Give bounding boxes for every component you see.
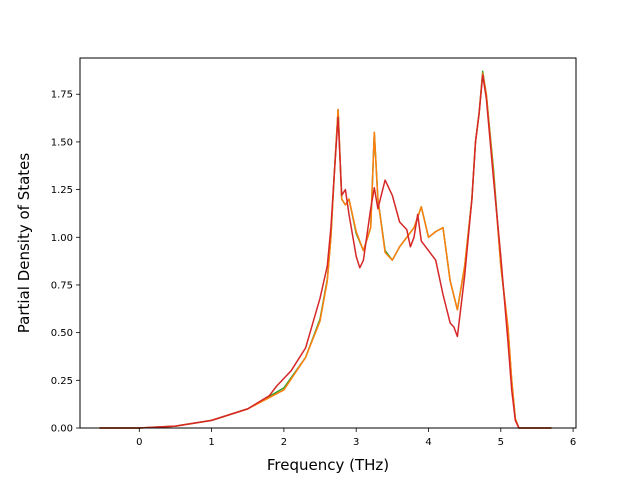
series-lines (99, 70, 552, 429)
x-tick-label: 2 (281, 437, 287, 448)
series-line-3 (99, 74, 552, 429)
series-line-1 (99, 70, 552, 429)
y-tick-label: 1.00 (51, 233, 73, 244)
y-tick-label: 0.50 (51, 328, 73, 339)
y-tick-label: 0.00 (51, 424, 73, 435)
y-tick-label: 1.75 (51, 90, 73, 101)
x-tick-label: 0 (136, 437, 142, 448)
x-tick-label: 6 (570, 437, 576, 448)
y-tick-label: 0.25 (51, 376, 73, 387)
x-tick-label: 5 (498, 437, 504, 448)
x-tick-label: 4 (425, 437, 431, 448)
plot-frame (79, 57, 577, 429)
x-tick-label: 1 (208, 437, 214, 448)
x-axis-ticks: 0 1 2 3 4 5 6 (136, 428, 576, 448)
y-tick-label: 1.25 (51, 185, 73, 196)
y-axis-ticks: 0.00 0.25 0.50 0.75 1.00 1.25 1.50 1.75 (51, 90, 80, 435)
y-tick-label: 1.50 (51, 137, 73, 148)
y-axis-title: Partial Density of States (15, 153, 33, 334)
y-tick-label: 0.75 (51, 280, 73, 291)
x-tick-label: 3 (353, 437, 359, 448)
series-line-2 (99, 72, 552, 429)
x-axis-title: Frequency (THz) (267, 456, 389, 474)
